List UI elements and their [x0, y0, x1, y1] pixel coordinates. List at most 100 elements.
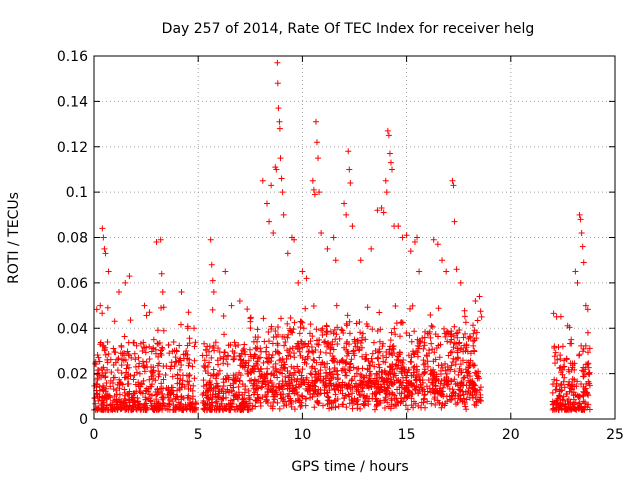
- data-point: [200, 362, 207, 369]
- data-point: [372, 390, 379, 397]
- data-point: [286, 372, 293, 379]
- data-point: [349, 384, 356, 391]
- data-point: [462, 319, 469, 326]
- data-point: [381, 367, 388, 374]
- data-point: [191, 343, 198, 350]
- data-point: [554, 396, 561, 403]
- data-point: [296, 348, 303, 355]
- data-point: [469, 379, 476, 386]
- data-point: [287, 369, 294, 376]
- data-point: [553, 380, 560, 387]
- data-point: [154, 327, 161, 334]
- data-point: [380, 209, 387, 216]
- data-point: [260, 315, 267, 322]
- data-point: [278, 362, 285, 369]
- data-point: [315, 155, 322, 162]
- data-point: [450, 355, 457, 362]
- data-point: [369, 350, 376, 357]
- data-point: [175, 358, 182, 365]
- data-point: [346, 400, 353, 407]
- data-point: [149, 369, 156, 376]
- data-point: [469, 391, 476, 398]
- data-point: [141, 345, 148, 352]
- data-point: [294, 363, 301, 370]
- data-point: [322, 338, 329, 345]
- data-point: [192, 339, 199, 346]
- y-tick-label: 0.04: [57, 321, 88, 337]
- data-point: [220, 376, 227, 383]
- data-point: [160, 363, 167, 370]
- data-point: [244, 404, 251, 411]
- data-point: [263, 348, 270, 355]
- data-point: [442, 360, 449, 367]
- data-point: [216, 405, 223, 412]
- data-point: [315, 370, 322, 377]
- data-point: [149, 381, 156, 388]
- data-point: [219, 395, 226, 402]
- data-point: [212, 375, 219, 382]
- data-point: [298, 392, 305, 399]
- data-point: [365, 358, 372, 365]
- data-point: [133, 342, 140, 349]
- data-point: [179, 372, 186, 379]
- data-point: [126, 396, 133, 403]
- data-point: [191, 357, 198, 364]
- data-point: [253, 397, 260, 404]
- data-point: [166, 350, 173, 357]
- data-point: [582, 302, 589, 309]
- data-point: [285, 331, 292, 338]
- data-point: [291, 354, 298, 361]
- data-point: [576, 393, 583, 400]
- data-point: [429, 368, 436, 375]
- data-point: [265, 359, 272, 366]
- data-point: [233, 403, 240, 410]
- data-point: [354, 396, 361, 403]
- data-point: [307, 321, 314, 328]
- data-point: [321, 361, 328, 368]
- data-point: [220, 355, 227, 362]
- data-point: [375, 361, 382, 368]
- data-point: [316, 336, 323, 343]
- data-point: [204, 363, 211, 370]
- data-point: [574, 279, 581, 286]
- data-point: [274, 342, 281, 349]
- data-point: [406, 366, 413, 373]
- data-point: [316, 189, 323, 196]
- data-point: [215, 388, 222, 395]
- data-point: [466, 382, 473, 389]
- data-point: [383, 354, 390, 361]
- data-point: [431, 349, 438, 356]
- data-point: [239, 347, 246, 354]
- data-point: [580, 259, 587, 266]
- data-point: [584, 306, 591, 313]
- data-point: [472, 298, 479, 305]
- data-point: [189, 393, 196, 400]
- data-point: [412, 377, 419, 384]
- data-point: [205, 395, 212, 402]
- data-point: [209, 306, 216, 313]
- data-point: [154, 386, 161, 393]
- data-point: [110, 374, 117, 381]
- data-point: [168, 363, 175, 370]
- data-point: [403, 330, 410, 337]
- data-point: [416, 343, 423, 350]
- data-point: [415, 384, 422, 391]
- data-point: [284, 392, 291, 399]
- data-point: [148, 373, 155, 380]
- data-point: [202, 401, 209, 408]
- data-point: [446, 366, 453, 373]
- data-point: [284, 383, 291, 390]
- data-point: [395, 362, 402, 369]
- data-point: [190, 382, 197, 389]
- data-point: [191, 325, 198, 332]
- data-point: [103, 380, 110, 387]
- data-point: [458, 379, 465, 386]
- data-point: [558, 405, 565, 412]
- data-point: [432, 377, 439, 384]
- data-point: [370, 339, 377, 346]
- data-point: [454, 334, 461, 341]
- data-point: [160, 327, 167, 334]
- data-point: [92, 360, 99, 367]
- data-point: [274, 323, 281, 330]
- data-point: [349, 376, 356, 383]
